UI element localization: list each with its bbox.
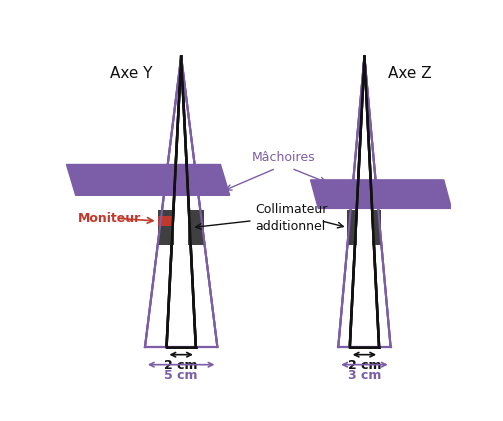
Polygon shape <box>66 165 230 195</box>
Bar <box>372 210 381 245</box>
Bar <box>158 210 174 245</box>
Text: Axe Z: Axe Z <box>387 66 431 81</box>
Text: Moniteur: Moniteur <box>78 212 141 225</box>
Text: Axe Y: Axe Y <box>110 66 153 81</box>
Text: 2 cm: 2 cm <box>164 359 198 371</box>
Polygon shape <box>310 180 451 208</box>
Bar <box>348 210 357 245</box>
Text: 5 cm: 5 cm <box>164 368 198 381</box>
Text: 3 cm: 3 cm <box>348 368 381 381</box>
Bar <box>188 210 204 245</box>
Bar <box>157 216 172 226</box>
Text: Collimateur
additionnel: Collimateur additionnel <box>255 203 327 233</box>
Text: 2 cm: 2 cm <box>348 359 381 371</box>
Text: Mâchoires: Mâchoires <box>252 152 315 165</box>
